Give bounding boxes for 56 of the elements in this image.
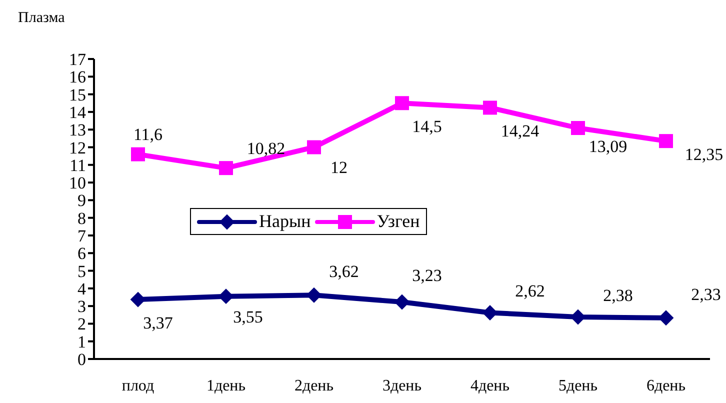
legend-label: Нарын <box>259 211 311 232</box>
point <box>483 100 497 115</box>
data-label: 2,38 <box>603 286 633 305</box>
y-tick-label: 10 <box>69 174 86 193</box>
x-tick-label: 3день <box>382 377 422 394</box>
y-tick-label: 5 <box>78 262 86 281</box>
data-label: 3,23 <box>412 266 442 285</box>
point <box>659 134 673 148</box>
y-tick-label: 4 <box>78 279 86 298</box>
y-tick-label: 17 <box>69 50 86 70</box>
data-label: 12,35 <box>684 144 724 164</box>
point <box>218 288 234 304</box>
data-label: 3,55 <box>233 307 263 326</box>
legend-label: Узген <box>376 211 420 232</box>
x-tick-label: 4день <box>470 377 510 394</box>
data-label: 3,62 <box>329 262 359 282</box>
y-tick-label: 15 <box>69 85 86 104</box>
data-label: 2,33 <box>691 284 721 304</box>
y-tick-label: 2 <box>78 314 86 334</box>
data-label: 14,5 <box>412 117 442 136</box>
point <box>306 288 322 303</box>
x-tick-label: 6день <box>646 377 686 394</box>
point <box>482 305 498 320</box>
data-label: 3,37 <box>143 313 174 332</box>
y-axis-title: Плазма <box>18 10 65 27</box>
y-tick-label: 11 <box>70 156 86 175</box>
point <box>571 121 585 135</box>
data-label: 2,62 <box>515 282 545 301</box>
point <box>219 161 233 176</box>
x-tick-label: плод <box>122 377 154 394</box>
y-tick-label: 7 <box>78 226 86 246</box>
point <box>394 294 410 310</box>
point <box>395 96 409 110</box>
point <box>658 310 674 326</box>
data-label: 11,6 <box>133 125 163 144</box>
y-tick-label: 0 <box>78 350 86 370</box>
point <box>130 292 146 308</box>
point <box>131 147 145 162</box>
x-tick-label: 1день <box>206 377 246 394</box>
y-tick-label: 16 <box>69 68 86 87</box>
data-label: 10,82 <box>246 138 286 158</box>
y-tick-label: 14 <box>69 102 86 122</box>
y-tick-label: 6 <box>78 244 86 264</box>
y-tick-label: 9 <box>78 191 86 210</box>
data-label: 14,24 <box>500 122 540 141</box>
point <box>570 310 586 324</box>
y-tick-label: 12 <box>69 138 86 158</box>
y-tick-label: 1 <box>78 332 86 352</box>
x-tick-label: 2день <box>294 377 334 394</box>
point <box>307 140 321 154</box>
data-label: 13,09 <box>588 136 628 156</box>
y-tick-label: 8 <box>78 208 86 228</box>
y-tick-label: 3 <box>78 297 86 316</box>
data-label: 12 <box>330 158 348 178</box>
x-tick-label: 5день <box>558 377 598 394</box>
y-tick-label: 13 <box>69 120 86 140</box>
